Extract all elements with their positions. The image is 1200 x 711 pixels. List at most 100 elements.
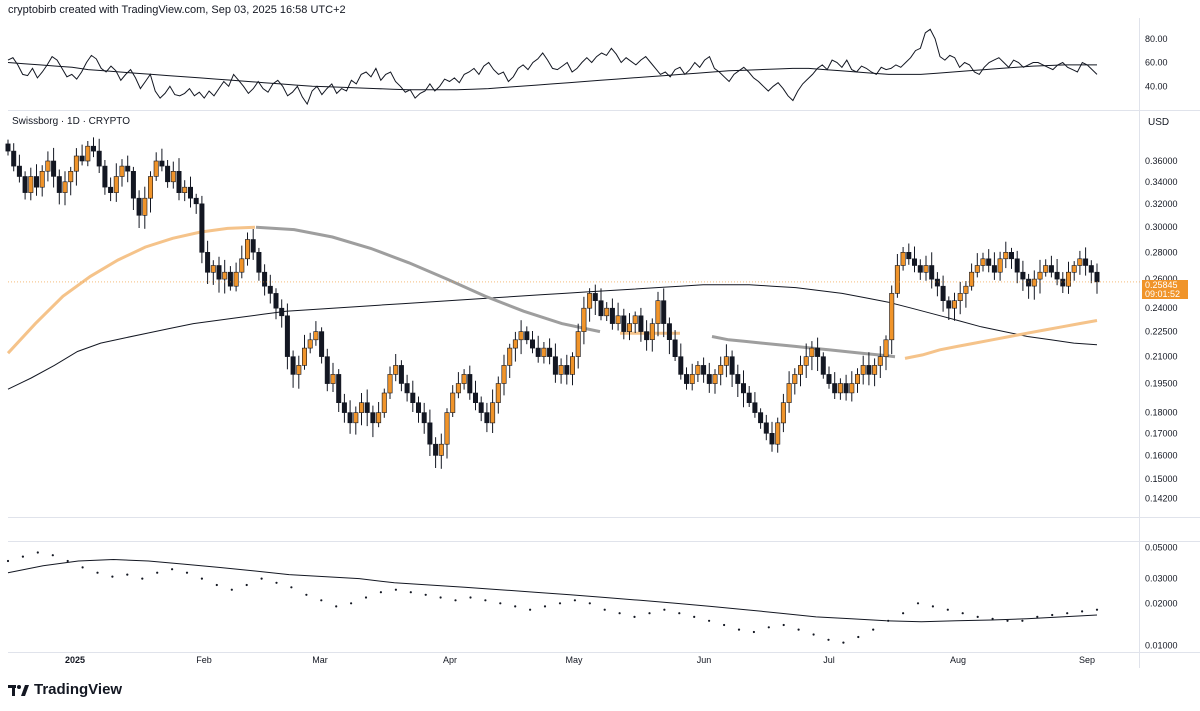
oscillator-tick-label: 40.00: [1145, 81, 1168, 91]
candle-bull: [119, 165, 125, 177]
candle-bull: [649, 323, 655, 341]
candle-bear: [125, 165, 131, 172]
candle-bull: [889, 293, 895, 341]
volatility-dot: [946, 608, 949, 611]
candle-bull: [712, 374, 718, 384]
price-tick-label: 0.24000: [1145, 303, 1178, 313]
candle-bear: [991, 265, 997, 273]
candle-bear: [815, 347, 821, 357]
candle-bear: [273, 293, 279, 309]
candle-bull: [780, 402, 786, 424]
volatility-dot: [1066, 612, 1069, 615]
candle-bull: [1043, 265, 1049, 273]
volatility-dot: [708, 619, 711, 622]
volatility-dot: [1006, 619, 1009, 622]
volatility-dot: [812, 633, 815, 636]
volatility-dot: [36, 551, 39, 554]
candle-bull: [170, 171, 176, 183]
volatility-dot: [290, 586, 293, 589]
candle-bull: [507, 347, 513, 366]
candle-bear: [33, 176, 39, 188]
price-pane: 0.14200 0.15000 0.16000 0.17000 0.18000 0.195…: [5, 137, 1178, 504]
candle-bull: [245, 239, 251, 260]
candle-bear: [592, 293, 598, 301]
volatility-dot: [305, 593, 308, 596]
candle-bull: [809, 347, 815, 357]
candle-bull: [786, 383, 792, 403]
volatility-dot: [797, 628, 800, 631]
candle-bull: [718, 365, 724, 375]
x-tick-label: Feb: [196, 655, 212, 665]
x-tick-label: May: [565, 655, 583, 665]
candle-bear: [227, 271, 233, 287]
chart-header-text: cryptobirb created with TradingView.com,…: [8, 4, 346, 16]
candle-bear: [763, 422, 769, 434]
candle-bear: [136, 197, 142, 216]
candle-bull: [797, 365, 803, 375]
candle-bear: [638, 315, 644, 332]
candle-bear: [598, 300, 604, 317]
candle-bull: [1003, 252, 1009, 260]
candle-bear: [683, 374, 689, 384]
candle-bear: [1048, 265, 1054, 273]
candle-bear: [934, 278, 940, 287]
candle-bull: [450, 392, 456, 413]
candle-bear: [917, 265, 923, 273]
candle-bull: [587, 293, 593, 309]
volatility-dot: [767, 626, 770, 629]
volatility-dot: [111, 575, 114, 578]
volatility-dot: [573, 599, 577, 602]
volatility-dot: [454, 599, 457, 602]
candle-bear: [940, 285, 946, 302]
candle-bull: [923, 265, 929, 273]
volatility-dot: [51, 554, 54, 557]
price-tick-label: 0.30000: [1145, 222, 1178, 232]
candle-bear: [250, 239, 256, 253]
candle-bear: [911, 258, 917, 266]
candle-bear: [666, 323, 672, 341]
candle-bull: [803, 356, 809, 366]
candle-bull: [113, 176, 119, 193]
candle-bear: [205, 252, 211, 273]
candle-bull: [558, 365, 564, 375]
volatility-dot: [499, 602, 502, 605]
candle-bull: [655, 300, 661, 324]
volatility-dot: [633, 615, 636, 619]
volatility-dot: [1036, 615, 1039, 619]
candle-bear: [22, 176, 28, 193]
volatility-dot: [857, 635, 860, 639]
tradingview-logo[interactable]: TradingView: [8, 681, 122, 698]
candle-bear: [279, 307, 285, 317]
candle-bear: [364, 402, 370, 413]
candle-bear: [547, 347, 553, 357]
candle-bull: [512, 339, 518, 349]
candle-bull: [495, 383, 501, 403]
volatility-dot: [260, 577, 263, 580]
candle-bear: [1008, 252, 1014, 260]
candle-bear: [752, 402, 758, 413]
candle-bull: [490, 402, 496, 424]
volatility-dot: [678, 612, 681, 615]
volatility-dot: [66, 559, 69, 563]
candle-bull: [330, 374, 336, 384]
volatility-dot: [752, 630, 756, 634]
candle-bear: [56, 176, 62, 193]
volatility-dot: [588, 602, 591, 605]
tradingview-logo-icon: [8, 684, 29, 696]
last-price-tag: 0.25845 09:01:52: [1142, 280, 1188, 299]
candle-bull: [358, 402, 364, 413]
candle-bull: [575, 331, 581, 357]
candle-bull: [438, 443, 444, 456]
candle-bull: [233, 271, 239, 287]
candle-bear: [661, 300, 667, 324]
volatility-dot: [782, 623, 785, 627]
volatility-dot: [648, 612, 651, 615]
candle-bull: [837, 383, 843, 394]
candle-bear: [535, 347, 541, 357]
volatility-pane: 0.01000 0.02000 0.03000 0.05000: [6, 542, 1178, 651]
volatility-dot: [185, 571, 189, 574]
volatility-dot: [1095, 608, 1099, 611]
oscillator-signal-line: [7, 62, 1097, 91]
volatility-dot: [141, 577, 144, 580]
